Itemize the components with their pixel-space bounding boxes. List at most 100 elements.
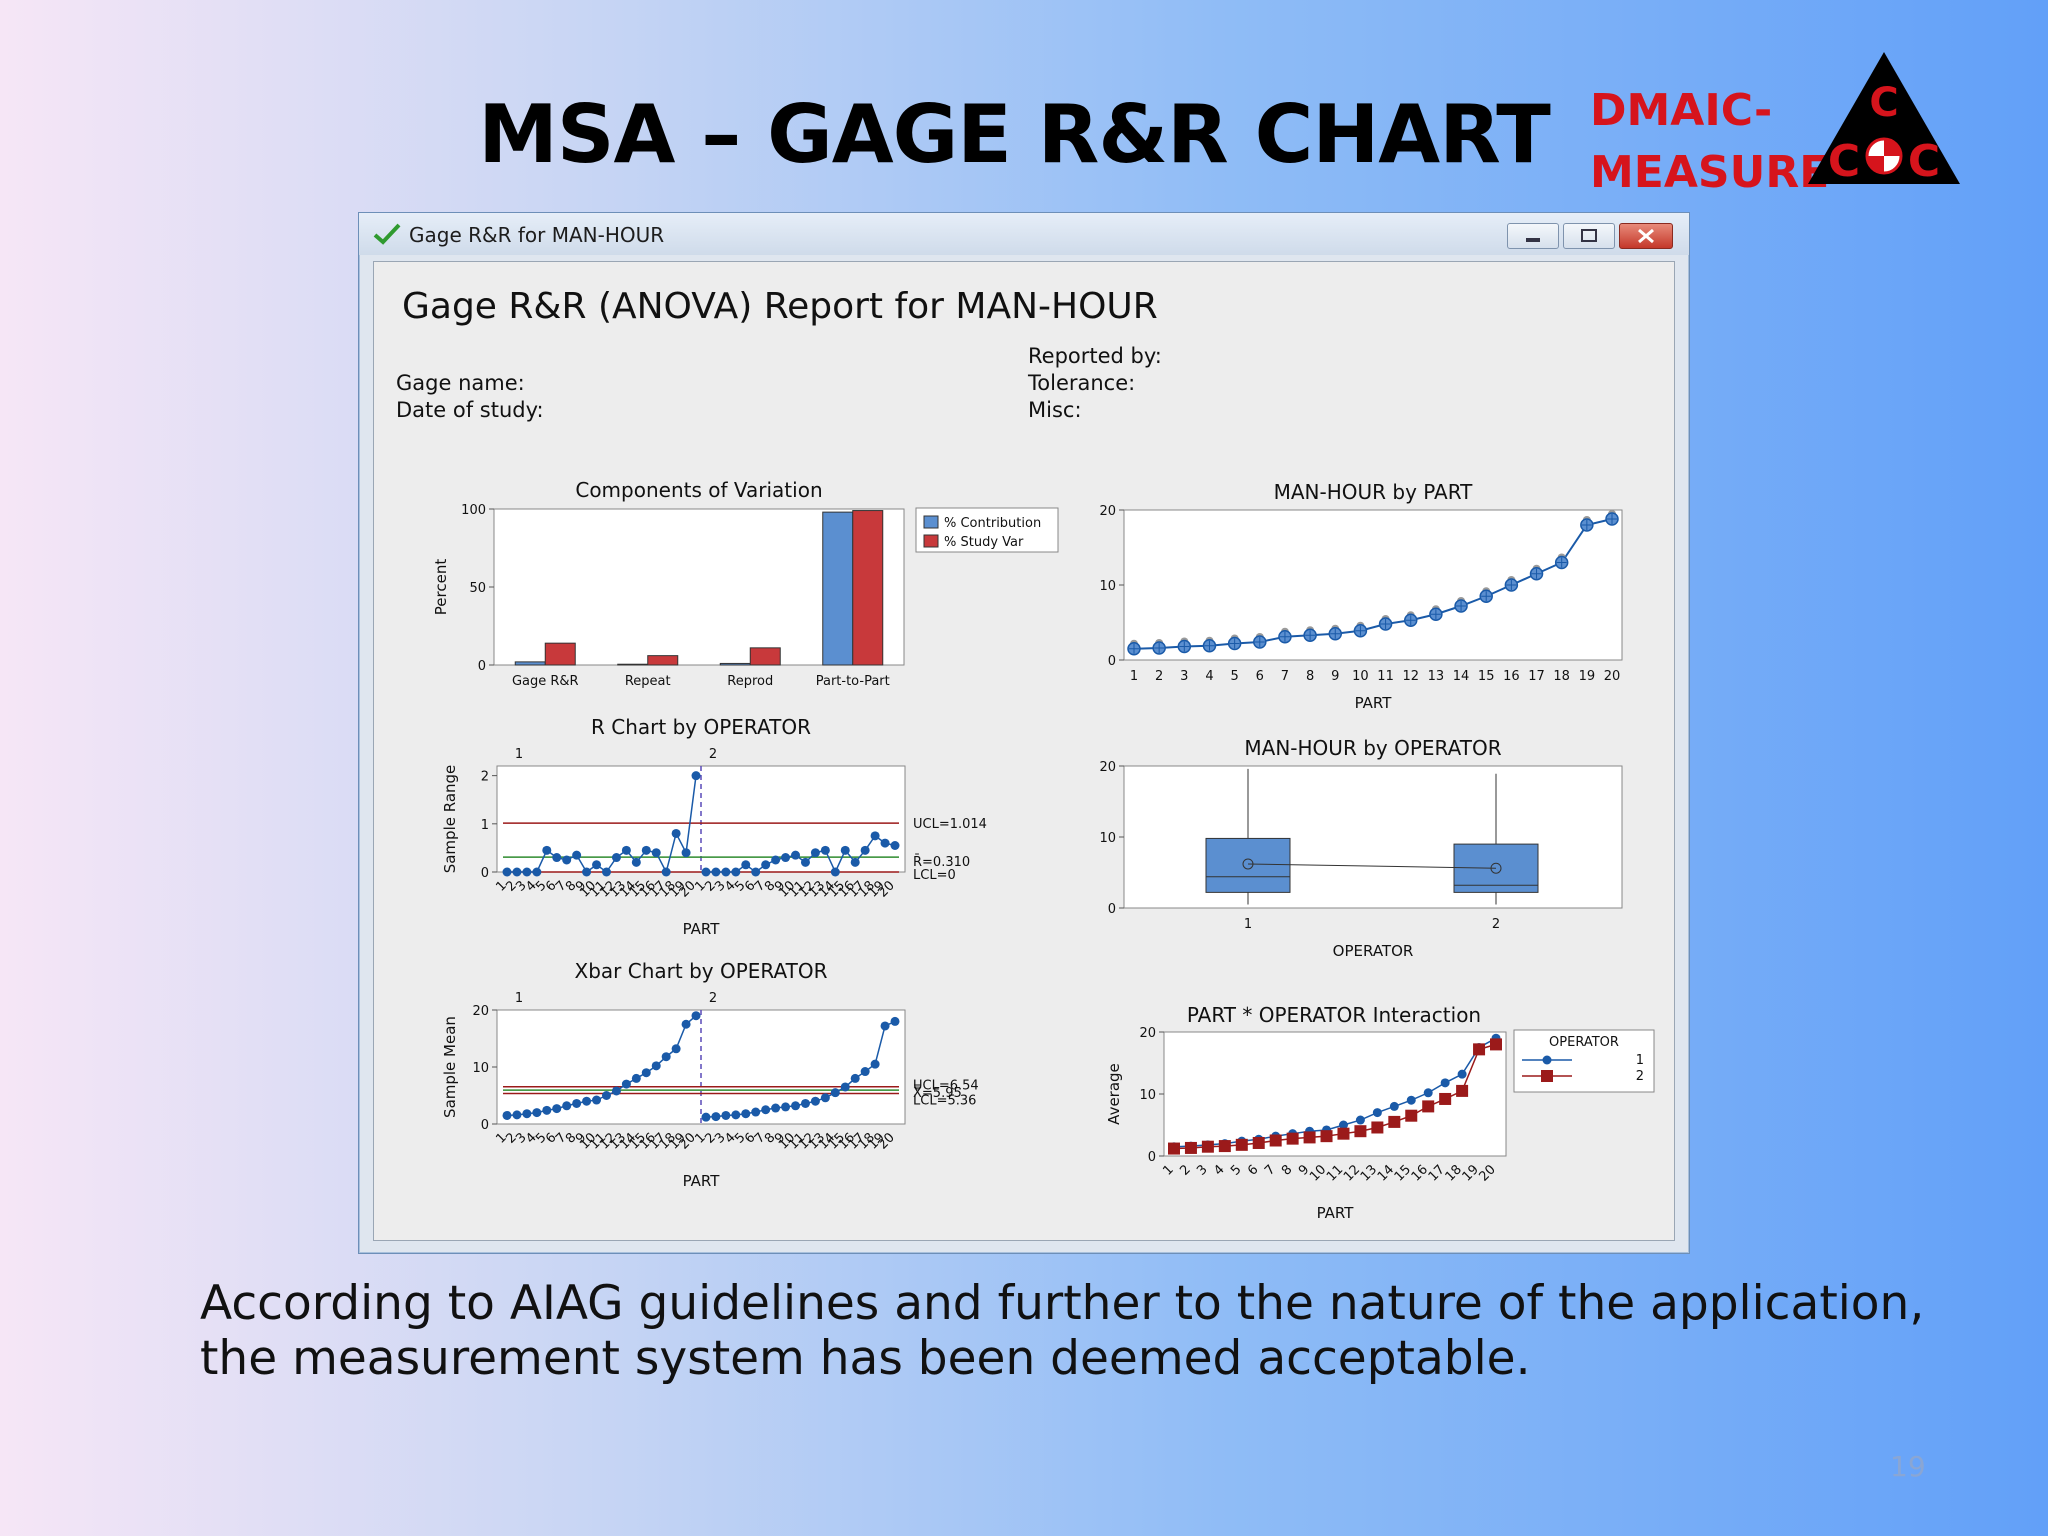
data-point (791, 850, 801, 860)
operator-2-point (1218, 1140, 1231, 1153)
data-point (542, 1105, 552, 1115)
minimize-button[interactable] (1507, 223, 1559, 249)
data-point (641, 1068, 651, 1078)
mean-marker-cross (1129, 643, 1139, 654)
x-axis-label: PART (1355, 694, 1393, 712)
y-axis-label: Percent (432, 559, 450, 616)
date-of-study-label: Date of study: (396, 398, 544, 422)
xbar-chart-by-operator-ytick-label: 10 (472, 1061, 489, 1076)
logo-letter-right: C (1908, 136, 1940, 187)
misc-label: Misc: (1028, 398, 1082, 422)
mean-marker-cross (1607, 514, 1617, 524)
y-axis-label: Average (1105, 1063, 1123, 1125)
x-tick-label: 4 (1205, 669, 1213, 684)
data-point (880, 1021, 890, 1031)
category-label: Gage R&R (512, 674, 579, 689)
data-point (860, 1067, 870, 1077)
tolerance-label: Tolerance: (1028, 371, 1136, 395)
x-tick-label: 12 (1402, 669, 1419, 684)
chart-title: MAN-HOUR by OPERATOR (1244, 736, 1501, 760)
data-point (621, 1079, 631, 1089)
slide-caption: According to AIAG guidelines and further… (200, 1276, 1925, 1386)
y-axis-label: Sample Mean (441, 1016, 459, 1118)
operator-2-point (1201, 1140, 1214, 1153)
data-point (512, 1110, 522, 1120)
data-point (592, 860, 602, 870)
poi-ytick-label: 10 (1139, 1088, 1156, 1103)
poi-ytick-label: 0 (1148, 1150, 1156, 1165)
mean-marker-cross (1305, 630, 1316, 641)
data-point (671, 828, 681, 838)
x-tick-label: 6 (1256, 669, 1264, 684)
mean-marker-cross (1254, 637, 1265, 647)
close-button[interactable] (1619, 223, 1673, 249)
chart-title: R Chart by OPERATOR (591, 715, 811, 739)
xbar-chart-by-operator: Xbar Chart by OPERATOR 0 10 20 Sample Mean 1 2… (441, 959, 979, 1190)
lcl-label: LCL=0 (913, 868, 956, 883)
x-axis-label: OPERATOR (1333, 942, 1414, 960)
mean-marker-cross (1481, 591, 1492, 602)
data-point (810, 848, 820, 858)
x-tick-label: 16 (1503, 669, 1520, 684)
r-chart-by-operator-plot-area (496, 765, 906, 873)
data-point (890, 841, 900, 850)
operator-1-point (1355, 1115, 1365, 1125)
r-chart-by-operator-ytick-label: 2 (481, 770, 489, 785)
legend-title: OPERATOR (1549, 1035, 1619, 1050)
data-point (532, 867, 542, 877)
x-tick-label: 8 (1279, 1162, 1295, 1178)
maximize-button[interactable] (1563, 223, 1615, 249)
data-point (711, 867, 721, 877)
window-titlebar[interactable]: Gage R&R for MAN-HOUR (359, 213, 1689, 255)
data-point (661, 1052, 671, 1062)
operator-2-point (1422, 1100, 1435, 1113)
bar-contribution (514, 661, 546, 666)
x-axis-label: PART (683, 1172, 721, 1190)
operator-2-point (1269, 1134, 1282, 1147)
checkmark-icon (373, 223, 401, 245)
legend-entry: 1 (1636, 1053, 1644, 1068)
x-tick-label: 15 (1478, 669, 1495, 684)
x-tick-label: 1 (1130, 669, 1138, 684)
mean-marker-cross (1581, 520, 1592, 530)
bar-study-var (544, 642, 576, 666)
panel-label-1: 1 (515, 747, 523, 762)
legend-swatch (923, 515, 939, 529)
data-point (731, 1110, 741, 1120)
data-point (601, 1091, 611, 1100)
mean-marker-cross (1154, 643, 1165, 653)
x-tick-label: 5 (1230, 669, 1238, 684)
restore-icon (1581, 229, 1597, 242)
data-point (840, 1082, 850, 1092)
center-label: X̿=5.95 (913, 1085, 962, 1101)
x-tick-label: 6 (1245, 1162, 1261, 1178)
mhp-ytick-label: 0 (1108, 654, 1116, 669)
report-meta-right: Reported by: Tolerance: Misc: (1028, 343, 1162, 424)
r-chart-by-operator-ytick-label: 1 (481, 818, 489, 833)
mean-marker-cross (1531, 568, 1542, 579)
operator-1-point (1372, 1108, 1382, 1118)
mean-marker-cross (1330, 628, 1341, 639)
operator-2-point (1388, 1115, 1401, 1128)
x-tick-label: 18 (1553, 669, 1570, 684)
x-tick-label: 10 (1352, 669, 1369, 684)
x-tick-label: 13 (1428, 669, 1445, 684)
x-tick-label: 19 (1579, 669, 1596, 684)
data-point (611, 853, 621, 863)
x-tick-label: 3 (1194, 1162, 1210, 1178)
ccc-logo: C C C (1808, 52, 1960, 187)
data-point (781, 853, 791, 863)
mean-marker-cross (1179, 641, 1190, 652)
data-point (810, 1096, 820, 1106)
operator-1-point (1457, 1069, 1467, 1079)
man-hour-by-operator-chart: MAN-HOUR by OPERATOR 0 10 20 1 2 OPERATOR (1099, 736, 1623, 960)
x-tick-label: 2 (1155, 669, 1163, 684)
x-axis-label: PART (1317, 1204, 1355, 1222)
mean-marker-cross (1405, 615, 1416, 626)
data-point (631, 1073, 641, 1083)
data-point (691, 771, 701, 781)
data-point (641, 845, 651, 855)
data-point (800, 1098, 810, 1108)
window-title: Gage R&R for MAN-HOUR (409, 223, 665, 247)
box (1205, 837, 1291, 893)
